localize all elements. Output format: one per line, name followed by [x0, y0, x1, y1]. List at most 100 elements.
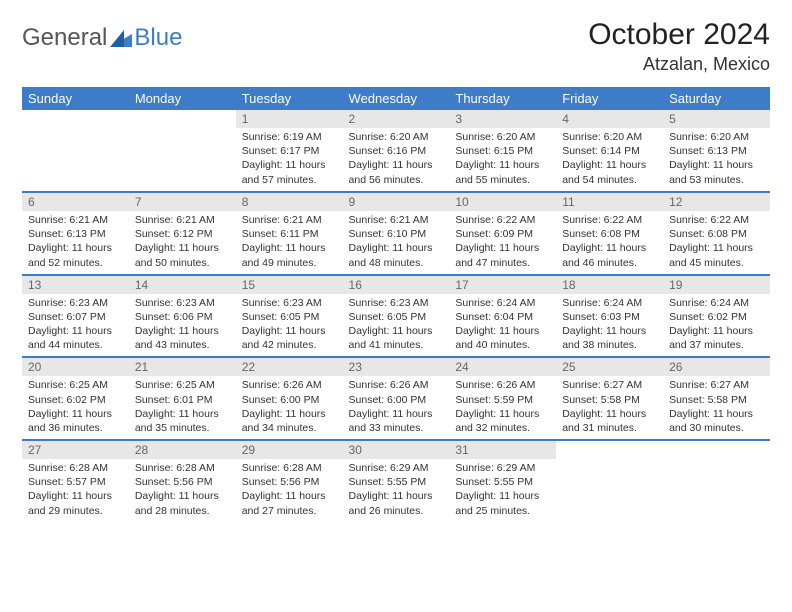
sunrise-line: Sunrise: 6:28 AM	[28, 461, 123, 475]
daylight-line: Daylight: 11 hours and 27 minutes.	[242, 489, 337, 517]
day-number: 21	[129, 358, 236, 376]
day-details: Sunrise: 6:28 AMSunset: 5:56 PMDaylight:…	[236, 459, 343, 522]
daylight-line: Daylight: 11 hours and 55 minutes.	[455, 158, 550, 186]
day-number: 15	[236, 276, 343, 294]
day-details: Sunrise: 6:25 AMSunset: 6:01 PMDaylight:…	[129, 376, 236, 439]
calendar-cell: 24Sunrise: 6:26 AMSunset: 5:59 PMDayligh…	[449, 357, 556, 440]
sunrise-line: Sunrise: 6:26 AM	[455, 378, 550, 392]
sunrise-line: Sunrise: 6:27 AM	[669, 378, 764, 392]
sunset-line: Sunset: 6:06 PM	[135, 310, 230, 324]
calendar-week-row: 13Sunrise: 6:23 AMSunset: 6:07 PMDayligh…	[22, 275, 770, 358]
calendar-cell: 9Sunrise: 6:21 AMSunset: 6:10 PMDaylight…	[343, 192, 450, 275]
day-details: Sunrise: 6:22 AMSunset: 6:08 PMDaylight:…	[663, 211, 770, 274]
sunrise-line: Sunrise: 6:20 AM	[562, 130, 657, 144]
daylight-line: Daylight: 11 hours and 43 minutes.	[135, 324, 230, 352]
day-details: Sunrise: 6:27 AMSunset: 5:58 PMDaylight:…	[556, 376, 663, 439]
calendar-cell: 18Sunrise: 6:24 AMSunset: 6:03 PMDayligh…	[556, 275, 663, 358]
sunset-line: Sunset: 5:56 PM	[242, 475, 337, 489]
calendar-cell: 1Sunrise: 6:19 AMSunset: 6:17 PMDaylight…	[236, 110, 343, 192]
sunrise-line: Sunrise: 6:24 AM	[562, 296, 657, 310]
daylight-line: Daylight: 11 hours and 25 minutes.	[455, 489, 550, 517]
day-number: 26	[663, 358, 770, 376]
sunrise-line: Sunrise: 6:26 AM	[242, 378, 337, 392]
sunset-line: Sunset: 6:14 PM	[562, 144, 657, 158]
calendar-cell	[22, 110, 129, 192]
day-details: Sunrise: 6:21 AMSunset: 6:13 PMDaylight:…	[22, 211, 129, 274]
daylight-line: Daylight: 11 hours and 33 minutes.	[349, 407, 444, 435]
sunrise-line: Sunrise: 6:23 AM	[135, 296, 230, 310]
calendar-cell: 26Sunrise: 6:27 AMSunset: 5:58 PMDayligh…	[663, 357, 770, 440]
title-block: October 2024 Atzalan, Mexico	[588, 18, 770, 75]
sunrise-line: Sunrise: 6:23 AM	[242, 296, 337, 310]
day-number: 11	[556, 193, 663, 211]
sunset-line: Sunset: 6:16 PM	[349, 144, 444, 158]
day-number: 23	[343, 358, 450, 376]
sunrise-line: Sunrise: 6:20 AM	[669, 130, 764, 144]
calendar-cell: 31Sunrise: 6:29 AMSunset: 5:55 PMDayligh…	[449, 440, 556, 522]
day-number: 29	[236, 441, 343, 459]
sunrise-line: Sunrise: 6:24 AM	[455, 296, 550, 310]
day-details: Sunrise: 6:29 AMSunset: 5:55 PMDaylight:…	[343, 459, 450, 522]
brand-sail-icon	[110, 30, 132, 48]
day-details: Sunrise: 6:28 AMSunset: 5:57 PMDaylight:…	[22, 459, 129, 522]
weekday-header: Friday	[556, 87, 663, 110]
daylight-line: Daylight: 11 hours and 57 minutes.	[242, 158, 337, 186]
day-number: 14	[129, 276, 236, 294]
day-number: 30	[343, 441, 450, 459]
calendar-cell: 29Sunrise: 6:28 AMSunset: 5:56 PMDayligh…	[236, 440, 343, 522]
daylight-line: Daylight: 11 hours and 30 minutes.	[669, 407, 764, 435]
sunrise-line: Sunrise: 6:24 AM	[669, 296, 764, 310]
sunrise-line: Sunrise: 6:23 AM	[349, 296, 444, 310]
sunset-line: Sunset: 6:05 PM	[349, 310, 444, 324]
sunset-line: Sunset: 6:02 PM	[28, 393, 123, 407]
calendar-cell: 13Sunrise: 6:23 AMSunset: 6:07 PMDayligh…	[22, 275, 129, 358]
calendar-cell: 2Sunrise: 6:20 AMSunset: 6:16 PMDaylight…	[343, 110, 450, 192]
sunset-line: Sunset: 5:55 PM	[455, 475, 550, 489]
calendar-cell: 15Sunrise: 6:23 AMSunset: 6:05 PMDayligh…	[236, 275, 343, 358]
calendar-cell: 5Sunrise: 6:20 AMSunset: 6:13 PMDaylight…	[663, 110, 770, 192]
calendar-week-row: 6Sunrise: 6:21 AMSunset: 6:13 PMDaylight…	[22, 192, 770, 275]
sunrise-line: Sunrise: 6:29 AM	[349, 461, 444, 475]
sunset-line: Sunset: 6:02 PM	[669, 310, 764, 324]
sunset-line: Sunset: 6:11 PM	[242, 227, 337, 241]
daylight-line: Daylight: 11 hours and 34 minutes.	[242, 407, 337, 435]
sunset-line: Sunset: 5:58 PM	[562, 393, 657, 407]
day-number: 16	[343, 276, 450, 294]
weekday-header: Wednesday	[343, 87, 450, 110]
sunrise-line: Sunrise: 6:22 AM	[455, 213, 550, 227]
daylight-line: Daylight: 11 hours and 36 minutes.	[28, 407, 123, 435]
day-number: 5	[663, 110, 770, 128]
sunrise-line: Sunrise: 6:21 AM	[135, 213, 230, 227]
day-details: Sunrise: 6:24 AMSunset: 6:04 PMDaylight:…	[449, 294, 556, 357]
daylight-line: Daylight: 11 hours and 47 minutes.	[455, 241, 550, 269]
calendar-cell: 23Sunrise: 6:26 AMSunset: 6:00 PMDayligh…	[343, 357, 450, 440]
sunset-line: Sunset: 5:56 PM	[135, 475, 230, 489]
day-number: 19	[663, 276, 770, 294]
daylight-line: Daylight: 11 hours and 38 minutes.	[562, 324, 657, 352]
day-number: 6	[22, 193, 129, 211]
daylight-line: Daylight: 11 hours and 42 minutes.	[242, 324, 337, 352]
calendar-cell: 14Sunrise: 6:23 AMSunset: 6:06 PMDayligh…	[129, 275, 236, 358]
day-details: Sunrise: 6:23 AMSunset: 6:07 PMDaylight:…	[22, 294, 129, 357]
day-details: Sunrise: 6:21 AMSunset: 6:10 PMDaylight:…	[343, 211, 450, 274]
day-number: 25	[556, 358, 663, 376]
day-details: Sunrise: 6:19 AMSunset: 6:17 PMDaylight:…	[236, 128, 343, 191]
day-number: 31	[449, 441, 556, 459]
calendar-cell: 28Sunrise: 6:28 AMSunset: 5:56 PMDayligh…	[129, 440, 236, 522]
calendar-cell: 7Sunrise: 6:21 AMSunset: 6:12 PMDaylight…	[129, 192, 236, 275]
sunrise-line: Sunrise: 6:21 AM	[242, 213, 337, 227]
day-number: 9	[343, 193, 450, 211]
sunset-line: Sunset: 6:13 PM	[669, 144, 764, 158]
day-number: 8	[236, 193, 343, 211]
day-details: Sunrise: 6:24 AMSunset: 6:02 PMDaylight:…	[663, 294, 770, 357]
sunrise-line: Sunrise: 6:20 AM	[349, 130, 444, 144]
weekday-header: Sunday	[22, 87, 129, 110]
day-details: Sunrise: 6:26 AMSunset: 6:00 PMDaylight:…	[236, 376, 343, 439]
day-details: Sunrise: 6:23 AMSunset: 6:06 PMDaylight:…	[129, 294, 236, 357]
sunrise-line: Sunrise: 6:20 AM	[455, 130, 550, 144]
weekday-header: Thursday	[449, 87, 556, 110]
calendar-cell	[663, 440, 770, 522]
calendar-week-row: 1Sunrise: 6:19 AMSunset: 6:17 PMDaylight…	[22, 110, 770, 192]
weekday-header-row: SundayMondayTuesdayWednesdayThursdayFrid…	[22, 87, 770, 110]
sunset-line: Sunset: 6:03 PM	[562, 310, 657, 324]
